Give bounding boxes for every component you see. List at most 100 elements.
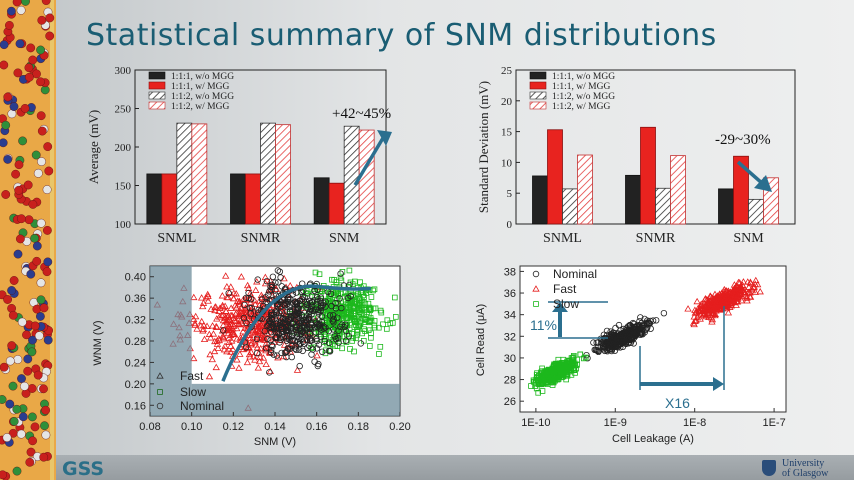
data-point [316, 321, 323, 328]
data-point [312, 329, 320, 336]
data-point [384, 317, 391, 323]
data-point [715, 304, 723, 311]
data-point [237, 304, 245, 312]
data-point [191, 321, 199, 328]
data-point [336, 295, 343, 302]
data-point [227, 337, 236, 344]
ball [45, 13, 55, 23]
data-point [229, 345, 237, 353]
x-tick-label: 0.18 [348, 421, 369, 433]
x-tick-label: 0.16 [306, 421, 327, 433]
data-point [359, 315, 366, 321]
ball [11, 169, 21, 179]
data-point [636, 318, 643, 325]
ball [15, 39, 25, 49]
data-point [320, 325, 327, 332]
data-point [212, 363, 220, 371]
ball [12, 0, 22, 7]
ball [7, 286, 17, 295]
data-point [366, 343, 373, 349]
data-point [213, 315, 221, 322]
data-point [291, 337, 298, 344]
data-point [293, 366, 302, 373]
data-point [737, 284, 745, 292]
data-point [253, 335, 261, 343]
data-point [247, 348, 255, 355]
legend-swatch [529, 81, 547, 90]
x-tick-label: 0.08 [139, 421, 160, 433]
data-point [239, 295, 248, 303]
data-point [550, 364, 557, 370]
data-point [327, 341, 333, 347]
data-point [724, 288, 733, 296]
data-point [617, 336, 624, 344]
change-annotation: -29~30% [715, 132, 771, 148]
ball [41, 430, 51, 440]
y-tick-label: 30 [504, 353, 516, 365]
data-point [280, 274, 288, 282]
x-category-label: SNMR [241, 231, 281, 246]
data-point [274, 328, 281, 336]
ball [43, 257, 53, 267]
data-point [245, 289, 252, 297]
data-point [306, 299, 314, 307]
data-point [356, 322, 362, 329]
ball [0, 40, 9, 50]
data-point [273, 325, 280, 333]
data-point [298, 330, 305, 337]
data-point [315, 308, 322, 315]
ball [3, 295, 12, 304]
data-point [357, 279, 363, 285]
x-axis-label: SNM (V) [254, 436, 296, 448]
bar [275, 124, 291, 225]
data-point [295, 305, 302, 312]
trend-arrowhead [754, 175, 772, 192]
data-point [731, 291, 739, 299]
data-point [352, 318, 358, 324]
data-point [296, 335, 303, 343]
data-point [614, 344, 621, 351]
x-tick-label: 1E-10 [521, 417, 550, 429]
ball [16, 429, 26, 439]
data-point [715, 290, 724, 297]
legend-label: Slow [553, 297, 579, 311]
data-point [726, 303, 734, 310]
data-point [548, 379, 555, 385]
ball [24, 215, 34, 225]
ball [16, 5, 26, 15]
data-point [577, 351, 584, 358]
data-point [711, 290, 719, 297]
data-point [243, 319, 250, 327]
data-point [285, 345, 292, 352]
bar [670, 155, 686, 225]
data-point [593, 339, 600, 346]
data-point [375, 324, 382, 331]
data-point [282, 299, 289, 307]
data-point [327, 304, 333, 310]
trend-curve [221, 284, 371, 382]
data-point [235, 320, 244, 328]
data-point [233, 356, 241, 363]
data-point [197, 294, 206, 301]
data-point [299, 328, 307, 335]
data-point [708, 318, 716, 325]
ball [17, 214, 26, 224]
ball [13, 355, 23, 364]
data-point [314, 362, 321, 370]
bar [161, 173, 178, 225]
bar [230, 173, 246, 225]
ball [43, 335, 53, 345]
ball [45, 31, 55, 41]
data-point [236, 350, 244, 357]
data-point [391, 294, 398, 301]
bar [733, 155, 749, 225]
data-point [363, 290, 369, 296]
data-point [594, 347, 601, 355]
data-point [746, 293, 755, 300]
data-point [368, 294, 375, 300]
data-point [325, 327, 332, 335]
x-tick-label: 0.14 [264, 421, 285, 433]
data-point [622, 337, 629, 345]
data-point [244, 284, 253, 292]
ball [16, 234, 25, 244]
